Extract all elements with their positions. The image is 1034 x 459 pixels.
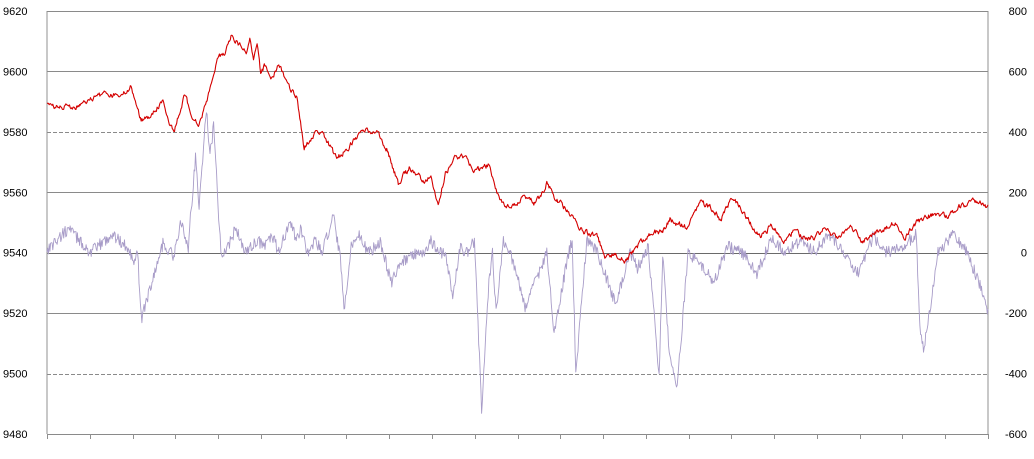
left-tick-label-9520: 9520 bbox=[3, 308, 27, 320]
series-line-right-axis bbox=[46, 112, 989, 414]
right-axis-tick-labels: 800 600 400 200 0 -200 -400 -600 bbox=[1005, 6, 1027, 441]
right-tick-label-400: 400 bbox=[1009, 127, 1027, 139]
left-tick-label-9480: 9480 bbox=[3, 429, 27, 441]
left-tick-label-9500: 9500 bbox=[3, 369, 27, 381]
gridlines bbox=[47, 11, 988, 435]
series-layer bbox=[46, 34, 989, 414]
x-axis-ticks bbox=[47, 434, 989, 439]
right-tick-label--400: -400 bbox=[1005, 369, 1027, 381]
right-tick-label-800: 800 bbox=[1009, 6, 1027, 18]
series-line-left-axis bbox=[46, 34, 989, 264]
left-tick-label-9540: 9540 bbox=[3, 248, 27, 260]
left-tick-label-9560: 9560 bbox=[3, 187, 27, 199]
right-tick-label-600: 600 bbox=[1009, 66, 1027, 78]
right-tick-label--200: -200 bbox=[1005, 308, 1027, 320]
right-tick-label-0: 0 bbox=[1021, 248, 1027, 260]
left-tick-label-9620: 9620 bbox=[3, 6, 27, 18]
right-tick-label-200: 200 bbox=[1009, 187, 1027, 199]
left-tick-label-9580: 9580 bbox=[3, 127, 27, 139]
left-tick-label-9600: 9600 bbox=[3, 66, 27, 78]
left-axis-tick-labels: 9620 9600 9580 9560 9540 9520 9500 9480 bbox=[3, 6, 27, 441]
right-tick-label--600: -600 bbox=[1005, 429, 1027, 441]
